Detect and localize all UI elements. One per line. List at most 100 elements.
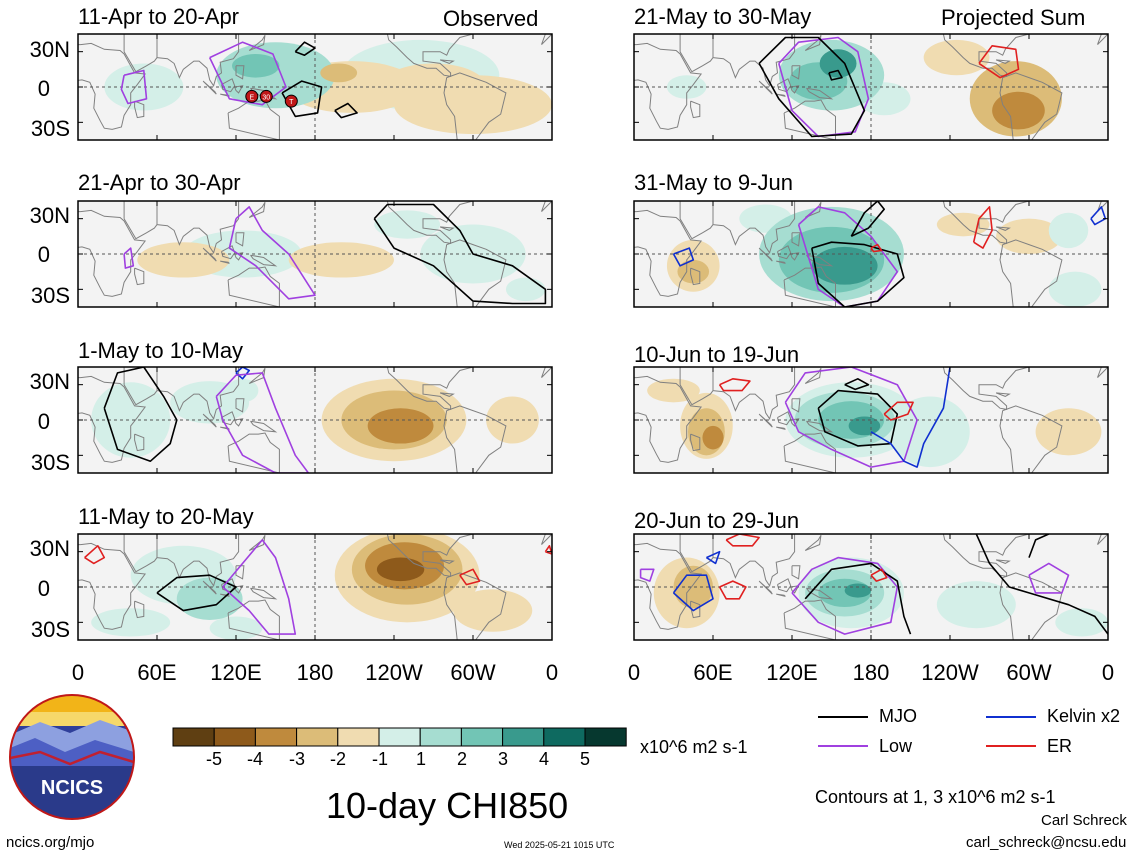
lat-label: 30S bbox=[30, 450, 70, 475]
convergence-shading bbox=[848, 416, 881, 436]
lon-label: 180 bbox=[852, 660, 890, 685]
coastline bbox=[712, 201, 796, 254]
website-link[interactable]: ncics.org/mjo bbox=[6, 834, 95, 851]
coastline bbox=[999, 572, 1063, 640]
panel-title-5: 1-May to 10-May bbox=[78, 338, 244, 363]
er-contour bbox=[972, 206, 993, 249]
colorbar-swatch bbox=[543, 727, 586, 747]
panel-title-4: 31-May to 9-Jun bbox=[634, 170, 793, 195]
coastline bbox=[634, 42, 703, 130]
coastline bbox=[235, 65, 245, 80]
coastline bbox=[758, 247, 773, 262]
convergence-shading bbox=[844, 583, 871, 598]
coastline bbox=[783, 599, 836, 640]
logo-line bbox=[10, 750, 134, 766]
coastline bbox=[123, 534, 158, 573]
lon-label: 120E bbox=[766, 660, 818, 685]
panel-title-3: 21-Apr to 30-Apr bbox=[78, 170, 241, 195]
coastline bbox=[221, 411, 236, 426]
author-email[interactable]: carl_schreck@ncsu.edu bbox=[966, 834, 1127, 851]
mjo-contour bbox=[975, 534, 1108, 635]
mjo-contour bbox=[817, 389, 899, 447]
lon-label: 120E bbox=[210, 660, 262, 685]
coastline bbox=[690, 600, 701, 619]
coastline bbox=[78, 209, 147, 297]
coastline bbox=[995, 559, 1011, 564]
er-contour bbox=[870, 243, 883, 253]
divergence-shading bbox=[394, 75, 552, 135]
coastline bbox=[443, 72, 507, 140]
coastline bbox=[690, 100, 701, 119]
map-panel-2 bbox=[634, 34, 1108, 140]
map-panel-4 bbox=[634, 201, 1108, 307]
colorbar-swatch bbox=[213, 727, 256, 747]
convergence-shading bbox=[91, 382, 171, 458]
divergence-shading bbox=[367, 408, 434, 444]
storm-marker: T bbox=[284, 94, 298, 108]
low-contour bbox=[797, 206, 899, 307]
legend bbox=[818, 716, 1036, 747]
coastline bbox=[439, 392, 455, 397]
kelvin-contour bbox=[870, 367, 951, 468]
coastline bbox=[248, 534, 266, 551]
coastline bbox=[1097, 534, 1108, 545]
logo-text: NCICS bbox=[41, 777, 103, 799]
convergence-shading bbox=[666, 75, 707, 99]
divergence-shading bbox=[376, 557, 425, 582]
coastline bbox=[712, 367, 796, 420]
mjo-contour bbox=[294, 41, 316, 56]
coastline bbox=[776, 593, 786, 597]
convergence-shading bbox=[505, 277, 546, 302]
colorbar-label: -1 bbox=[371, 749, 389, 769]
coastline bbox=[679, 34, 714, 73]
colorbar-label: -4 bbox=[246, 749, 264, 769]
coastline bbox=[439, 559, 455, 564]
coastline bbox=[783, 266, 836, 307]
timestamp: Wed 2025-05-21 1015 UTC bbox=[504, 840, 615, 850]
coastline bbox=[227, 266, 280, 307]
coastline bbox=[541, 201, 552, 212]
coastline bbox=[234, 585, 244, 594]
coastline bbox=[777, 245, 792, 260]
lon-label: 60W bbox=[1006, 660, 1052, 685]
main-title: 10-day CHI850 bbox=[326, 785, 569, 826]
panel-title-7: 11-May to 20-May bbox=[78, 504, 254, 529]
coastline bbox=[202, 580, 217, 595]
contour-note: Contours at 1, 3 x10^6 m2 s-1 bbox=[815, 787, 1056, 807]
convergence-shading bbox=[176, 577, 243, 620]
coastline bbox=[776, 426, 786, 430]
low-contour bbox=[208, 41, 287, 106]
coastline bbox=[758, 580, 773, 595]
panel-title-1: 11-Apr to 20-Apr bbox=[78, 4, 240, 29]
map-panel-8 bbox=[634, 534, 1108, 640]
coastline bbox=[783, 432, 836, 473]
storm-label: E bbox=[249, 94, 254, 101]
coastline bbox=[790, 418, 800, 427]
mjo-contour bbox=[373, 203, 547, 305]
divergence-shading bbox=[647, 378, 700, 403]
coastline bbox=[202, 80, 217, 95]
colorbar-label: 3 bbox=[497, 749, 509, 769]
low-contour bbox=[639, 568, 655, 582]
coastline bbox=[78, 542, 147, 630]
coastline bbox=[1097, 201, 1108, 212]
lon-label: 60E bbox=[693, 660, 733, 685]
er-contour bbox=[459, 568, 481, 586]
coastline bbox=[234, 418, 244, 427]
coastline bbox=[248, 34, 266, 51]
divergence-shading bbox=[673, 565, 713, 609]
coastline bbox=[690, 433, 701, 452]
divergence-shading bbox=[996, 218, 1062, 254]
lon-label: 0 bbox=[1101, 660, 1115, 685]
colorbar-swatch bbox=[584, 727, 627, 747]
panel-title-6: 10-Jun to 19-Jun bbox=[634, 342, 800, 367]
lat-label: 0 bbox=[37, 409, 50, 434]
coastline bbox=[250, 420, 278, 433]
author-name: Carl Schreck bbox=[1041, 812, 1127, 829]
coastline bbox=[220, 426, 230, 430]
coastline bbox=[790, 252, 800, 261]
coastline bbox=[156, 534, 240, 587]
coastline bbox=[443, 572, 507, 640]
coastline bbox=[123, 34, 158, 73]
coastline bbox=[295, 534, 474, 577]
